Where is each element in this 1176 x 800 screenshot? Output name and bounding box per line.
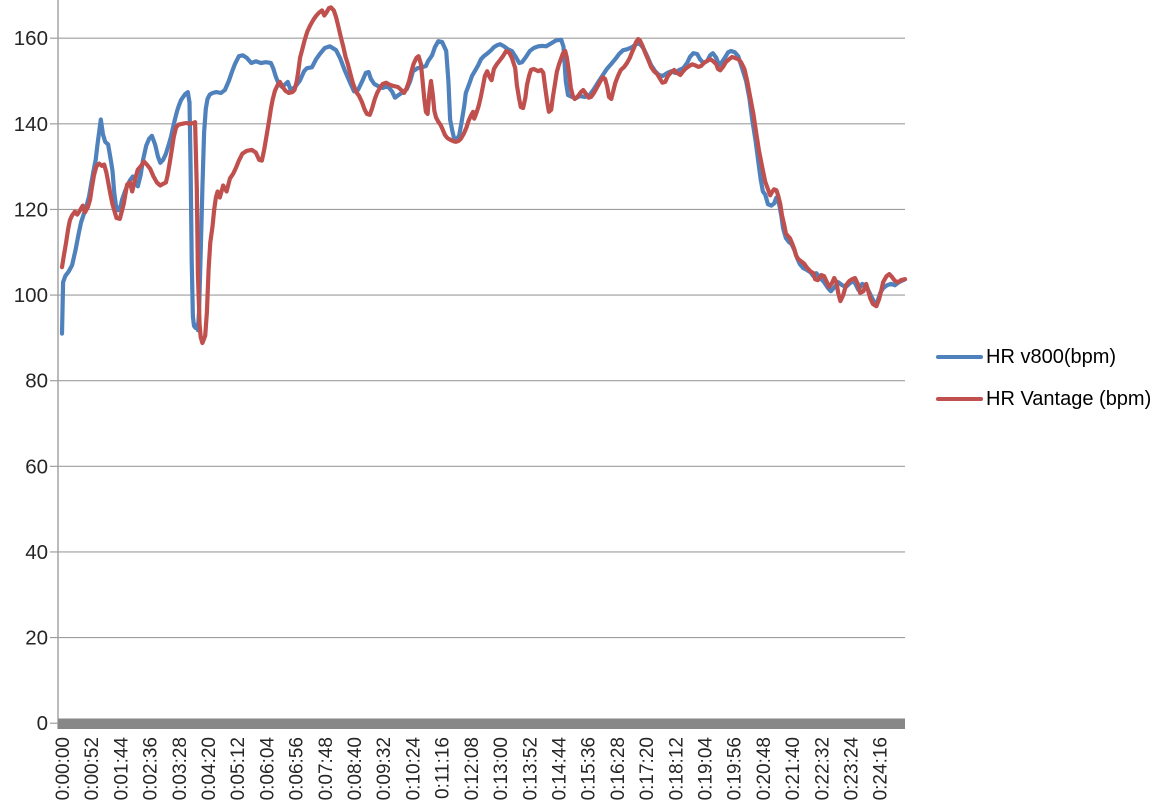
x-axis-tick-label: 0:18:12 (666, 737, 687, 800)
x-axis-tick-label: 0:17:20 (637, 737, 658, 800)
x-axis-tick-label: 0:14:44 (549, 737, 570, 800)
x-axis-tick-label: 0:24:16 (871, 737, 892, 800)
x-axis-tick-label: 0:15:36 (579, 737, 600, 800)
series-line-hr-v800-bpm- (59, 37, 908, 336)
x-axis-tick-label: 0:00:00 (53, 737, 74, 800)
x-axis-tick-label: 0:00:52 (82, 737, 103, 800)
y-axis-tick-label: 80 (25, 370, 48, 393)
chart-legend: HR v800(bpm) HR Vantage (bpm) (936, 346, 1151, 430)
x-axis-tick-label: 0:02:36 (141, 737, 162, 800)
x-axis-tick-label: 0:07:48 (316, 737, 337, 800)
x-axis-tick-label: 0:03:28 (170, 737, 191, 800)
legend-line-swatch-hr-v800 (936, 355, 983, 359)
y-axis-tick-label: 120 (14, 198, 48, 221)
x-axis-tick-label: 0:20:48 (754, 737, 775, 800)
legend-line-swatch-hr-vantage (936, 397, 983, 401)
y-axis-tick-label: 140 (14, 113, 48, 136)
x-axis-tick-label: 0:11:16 (433, 737, 454, 799)
legend-item-hr-vantage: HR Vantage (bpm) (936, 388, 1151, 410)
legend-item-hr-v800: HR v800(bpm) (936, 346, 1151, 368)
y-axis-tick-label: 40 (25, 541, 48, 564)
x-axis-tick-label: 0:12:08 (462, 737, 483, 800)
x-axis-tick-label: 0:09:32 (374, 737, 395, 800)
y-axis-tick-label: 100 (14, 284, 48, 307)
x-axis-tick-label: 0:23:24 (842, 737, 863, 800)
y-axis-tick-label: 160 (14, 27, 48, 50)
x-axis-tick-label: 0:13:52 (520, 737, 541, 800)
x-axis-tick-label: 0:04:20 (199, 737, 220, 800)
x-axis-tick-label: 0:19:56 (725, 737, 746, 800)
x-axis-tick-label: 0:19:04 (695, 737, 716, 800)
x-axis-tick-label: 0:22:32 (812, 737, 833, 800)
x-axis-tick-label: 0:06:56 (287, 737, 308, 800)
y-axis-tick-label: 20 (25, 627, 48, 650)
legend-label-hr-vantage: HR Vantage (bpm) (986, 387, 1152, 410)
x-axis-tick-label: 0:05:12 (228, 737, 249, 800)
y-axis-tick-label: 0 (37, 712, 48, 735)
x-axis-tick-label: 0:08:40 (345, 737, 366, 800)
x-axis-tick-label: 0:13:00 (491, 737, 512, 800)
x-axis-tick-label: 0:01:44 (111, 737, 132, 800)
x-axis-tick-label: 0:10:24 (403, 737, 424, 800)
x-axis-tick-label: 0:16:28 (608, 737, 629, 800)
series-line-hr-vantage-bpm- (59, 5, 908, 346)
legend-label-hr-v800: HR v800(bpm) (986, 345, 1117, 368)
x-axis-tick-label: 0:21:40 (783, 737, 804, 800)
y-axis-tick-label: 60 (25, 455, 48, 478)
x-axis-tick-label: 0:06:04 (257, 737, 278, 800)
